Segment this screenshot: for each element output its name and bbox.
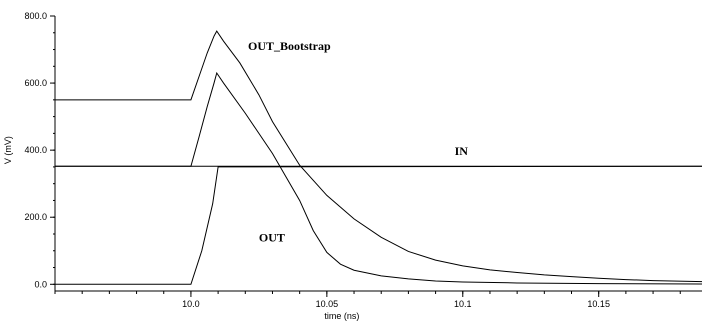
x-tick-label: 10.1	[454, 299, 472, 309]
series-label-out-bootstrap: OUT_Bootstrap	[248, 39, 331, 53]
x-axis-label: time (ns)	[324, 311, 359, 321]
y-axis-label: V (mV)	[3, 136, 13, 164]
series-line-out-bootstrap	[55, 30, 703, 283]
x-tick-label: 10.05	[316, 299, 339, 309]
series-label-in: IN	[455, 144, 469, 158]
series-line-out-rise	[55, 71, 703, 285]
y-tick-label: 400.0	[24, 145, 47, 155]
x-tick-label: 10.0	[182, 299, 200, 309]
series-line-out	[55, 165, 703, 285]
y-tick-label: 0.0	[34, 279, 47, 289]
x-tick-label: 10.15	[587, 299, 610, 309]
series-label-out: OUT	[259, 230, 285, 244]
y-tick-label: 800.0	[24, 11, 47, 21]
y-tick-label: 600.0	[24, 78, 47, 88]
y-tick-label: 200.0	[24, 212, 47, 222]
